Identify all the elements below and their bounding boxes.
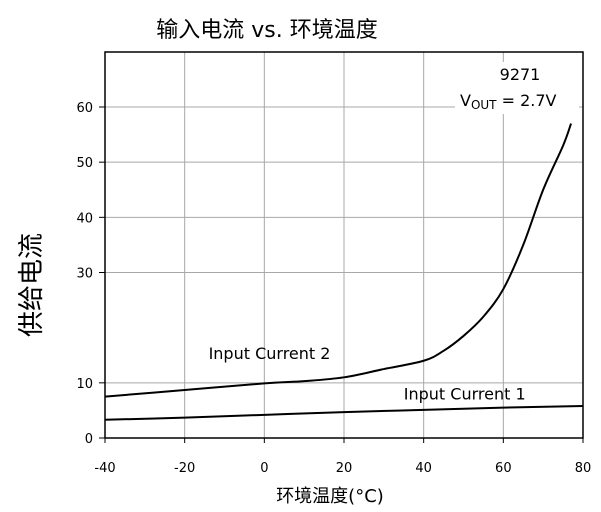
y-tick-label: 10 [76, 377, 93, 392]
x-tick-label: 40 [415, 461, 432, 476]
series-label: Input Current 1 [404, 384, 526, 403]
x-tick-label: 0 [260, 461, 268, 476]
annotation-sub: OUT [471, 98, 497, 112]
annotation-condition: VOUT = 2.7V [460, 91, 557, 112]
y-axis-title: 供给电流 [17, 233, 47, 337]
y-tick-label: 30 [76, 267, 93, 282]
annotation-background [455, 62, 579, 114]
annotation-part-number: 9271 [500, 65, 541, 84]
y-tick-label: 50 [76, 156, 93, 171]
y-axis: 0 10 30 40 50 60 [76, 101, 105, 447]
x-tick-label: 60 [495, 461, 512, 476]
x-tick-label: -40 [94, 461, 115, 476]
annotation-v: V [460, 91, 471, 110]
chart-title: 输入电流 vs. 环境温度 [156, 18, 377, 43]
x-tick-label: -20 [174, 461, 195, 476]
x-tick-label: 20 [336, 461, 353, 476]
series-label: Input Current 2 [209, 344, 331, 363]
y-tick-label: 60 [76, 101, 93, 116]
series-group: Input Current 2 Input Current 1 [104, 123, 584, 421]
series-line [104, 405, 584, 421]
y-tick-label: 0 [85, 432, 93, 447]
x-tick-label: 80 [575, 461, 592, 476]
y-tick-label: 40 [76, 211, 93, 226]
x-axis: -40 -20 0 20 40 60 80 [94, 438, 591, 476]
series-line [104, 123, 572, 398]
annotation-value: = 2.7V [497, 91, 557, 110]
x-axis-title: 环境温度(°C) [276, 486, 384, 507]
